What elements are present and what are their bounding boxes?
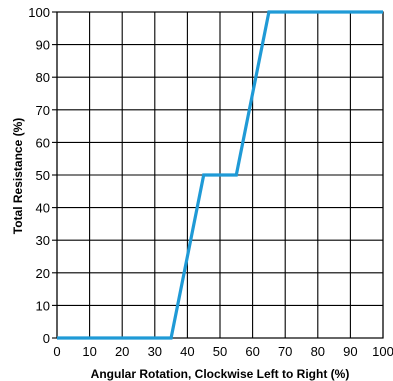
y-tick-label-70: 70 bbox=[36, 103, 50, 118]
y-tick-label-60: 60 bbox=[36, 135, 50, 150]
y-tick-label-80: 80 bbox=[36, 70, 50, 85]
x-tick-label-100: 100 bbox=[372, 344, 393, 359]
x-tick-labels: 0 10 20 30 40 50 60 70 80 90 100 bbox=[53, 344, 393, 359]
y-tick-labels: 0 10 20 30 40 50 60 70 80 90 100 bbox=[28, 5, 50, 346]
x-tick-label-50: 50 bbox=[213, 344, 227, 359]
x-tick-label-0: 0 bbox=[53, 344, 60, 359]
y-tick-label-30: 30 bbox=[36, 233, 50, 248]
y-tick-label-100: 100 bbox=[28, 5, 50, 20]
y-tick-label-20: 20 bbox=[36, 266, 50, 281]
x-tick-label-90: 90 bbox=[343, 344, 357, 359]
x-tick-label-60: 60 bbox=[245, 344, 259, 359]
y-tick-label-0: 0 bbox=[43, 331, 50, 346]
x-tick-label-10: 10 bbox=[82, 344, 96, 359]
y-tick-label-10: 10 bbox=[36, 298, 50, 313]
y-tick-label-90: 90 bbox=[36, 38, 50, 53]
x-tick-label-70: 70 bbox=[278, 344, 292, 359]
y-axis-title: Total Resistance (%) bbox=[11, 118, 25, 234]
x-tick-label-20: 20 bbox=[115, 344, 129, 359]
series-layer bbox=[57, 10, 383, 340]
series-line-0 bbox=[57, 10, 383, 340]
x-axis-title: Angular Rotation, Clockwise Left to Righ… bbox=[91, 367, 350, 381]
x-tick-label-30: 30 bbox=[148, 344, 162, 359]
y-tick-label-40: 40 bbox=[36, 201, 50, 216]
x-tick-label-80: 80 bbox=[311, 344, 325, 359]
y-tick-label-50: 50 bbox=[36, 168, 50, 183]
x-tick-label-40: 40 bbox=[180, 344, 194, 359]
